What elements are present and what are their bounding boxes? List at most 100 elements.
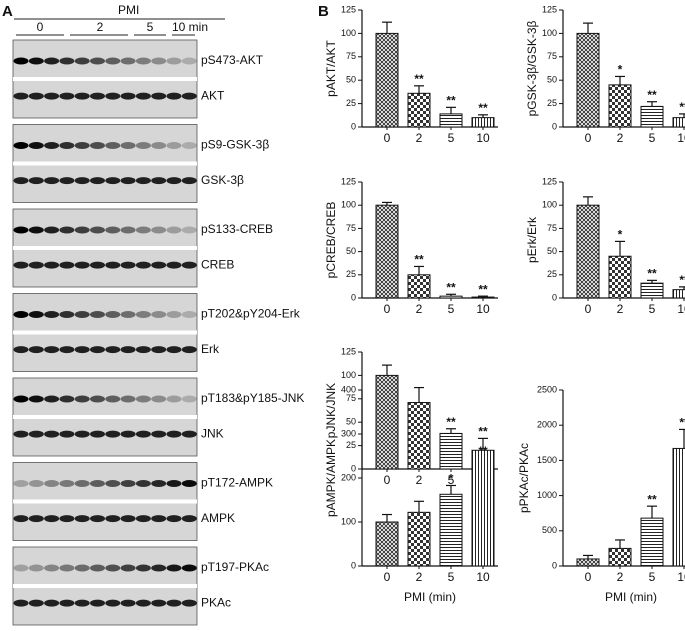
y-tick-label: 100 — [341, 370, 356, 380]
blot-band — [135, 430, 151, 438]
blot-band — [135, 142, 151, 150]
blot-band — [28, 599, 44, 607]
y-tick-label: 0 — [552, 121, 557, 131]
blot-band — [166, 599, 182, 607]
blot-label: PKAc — [201, 595, 231, 609]
bar — [576, 32, 600, 128]
blot-label: JNK — [201, 426, 224, 440]
y-tick-label: 100 — [341, 516, 356, 526]
bar — [439, 295, 463, 299]
blot-band — [90, 515, 105, 523]
y-tick-label: 100 — [542, 200, 557, 210]
blot-band — [181, 346, 197, 354]
blot-band — [13, 515, 29, 523]
y-tick-label: 125 — [341, 4, 356, 14]
x-tick-label: 5 — [448, 473, 455, 487]
blot-band — [181, 515, 197, 523]
bar — [471, 449, 495, 567]
blot-band — [44, 599, 60, 607]
blot-band — [151, 226, 167, 234]
blot-band — [59, 480, 75, 488]
blot-band — [105, 564, 121, 572]
significance-label: * — [618, 63, 623, 77]
blot-label: pS133-CREB — [201, 222, 273, 236]
blot-band — [28, 311, 44, 319]
blot-band — [135, 311, 151, 319]
x-tick-label: 10 — [677, 570, 685, 584]
blot-band — [135, 261, 151, 269]
x-tick-label: 5 — [649, 302, 656, 316]
blot-band — [151, 57, 167, 65]
blot-band — [90, 177, 105, 185]
blot-band — [59, 92, 75, 100]
blot-band — [13, 346, 29, 354]
blot-band — [59, 395, 75, 403]
y-axis-label: pAMPK/AMPK — [324, 439, 338, 517]
panel-label: A — [2, 3, 13, 20]
y-tick-label: 0 — [351, 463, 356, 473]
y-axis-label: pGSK-3β/GSK-3β — [525, 20, 539, 116]
significance-label: ** — [679, 273, 685, 287]
y-tick-label: 1000 — [537, 490, 557, 500]
blot-label: pT172-AMPK — [201, 476, 273, 490]
blot-band — [135, 599, 151, 607]
blot-band — [44, 515, 60, 523]
blot-band — [120, 346, 136, 354]
x-tick-label: 5 — [448, 131, 455, 145]
y-axis-label: pCREB/CREB — [324, 202, 338, 279]
blot-band — [120, 177, 136, 185]
y-tick-label: 125 — [542, 4, 557, 14]
blot-band — [166, 346, 182, 354]
blot-band — [28, 57, 44, 65]
blot-band — [166, 311, 182, 319]
significance-label: ** — [478, 282, 488, 296]
y-tick-label: 1500 — [537, 455, 557, 465]
blot-band — [59, 311, 75, 319]
blot-band — [105, 480, 121, 488]
blot-separator — [13, 77, 197, 81]
blot-band — [13, 226, 29, 234]
blot-band — [44, 564, 60, 572]
blot-band — [151, 599, 167, 607]
blot-band — [13, 142, 29, 150]
x-tick-label: 10 — [476, 570, 490, 584]
blot-band — [44, 177, 60, 185]
blot-band — [151, 177, 167, 185]
x-tick-label: 0 — [384, 131, 391, 145]
blot-band — [135, 346, 151, 354]
y-axis-label: pJNK/JNK — [324, 383, 338, 438]
blot-band — [181, 395, 197, 403]
blot-band — [13, 430, 29, 438]
blot-band — [120, 480, 136, 488]
significance-label: ** — [446, 94, 456, 108]
y-tick-label: 200 — [341, 472, 356, 482]
blot-band — [181, 564, 197, 572]
x-tick-label: 2 — [617, 302, 624, 316]
blot-band — [28, 177, 44, 185]
blot-band — [13, 92, 29, 100]
blot-band — [74, 177, 90, 185]
blot-band — [151, 480, 167, 488]
blot-label: GSK-3β — [201, 173, 244, 187]
blot-band — [90, 346, 105, 354]
blot-band — [74, 142, 90, 150]
significance-label: ** — [647, 88, 657, 102]
blot-band — [59, 177, 75, 185]
bar — [640, 517, 664, 567]
x-tick-label: 5 — [448, 302, 455, 316]
time-label: 2 — [97, 20, 104, 34]
blot-band — [105, 599, 121, 607]
blot-band — [90, 92, 105, 100]
x-tick-label: 5 — [649, 570, 656, 584]
y-tick-label: 50 — [346, 75, 356, 85]
blot-band — [44, 226, 60, 234]
bar — [375, 521, 399, 567]
significance-label: ** — [446, 415, 456, 429]
blot-band — [59, 346, 75, 354]
bar — [640, 282, 664, 299]
blot-band — [13, 311, 29, 319]
blot-band — [135, 515, 151, 523]
y-tick-label: 125 — [341, 346, 356, 356]
